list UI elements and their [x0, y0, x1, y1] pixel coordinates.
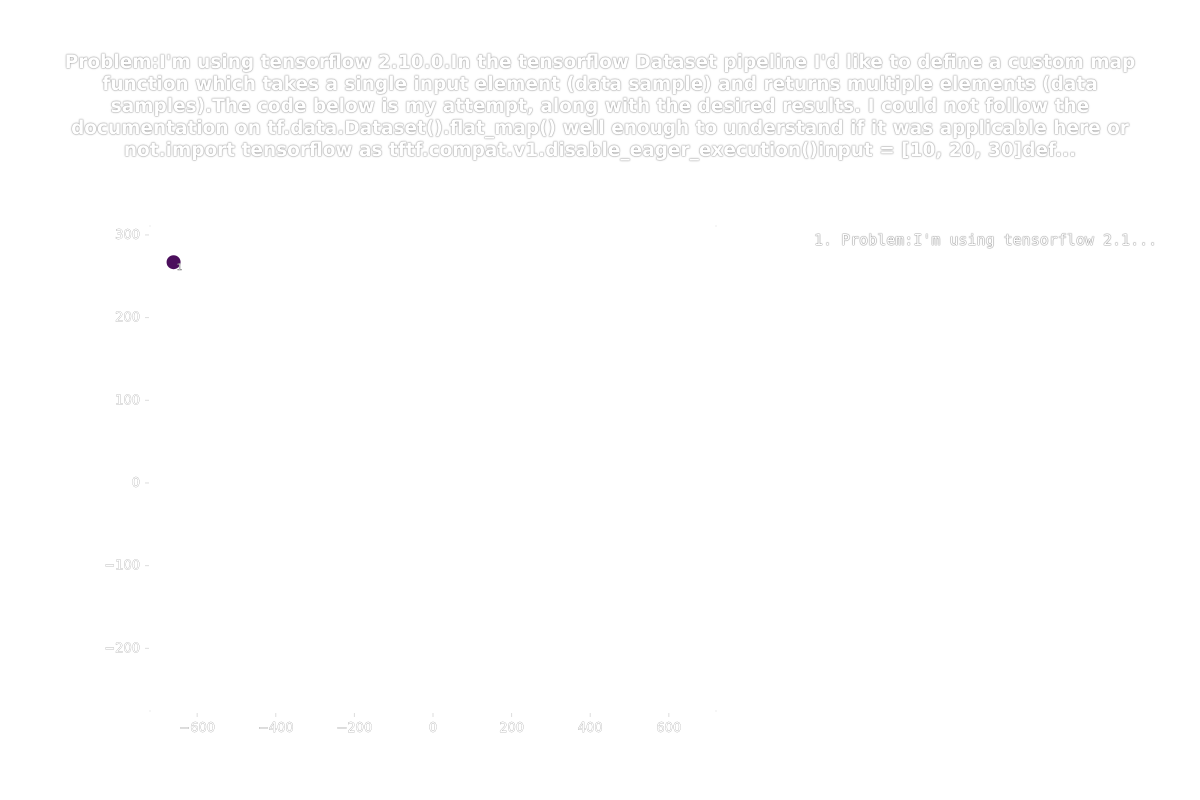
data-point — [166, 255, 181, 270]
chart-title: Problem:I'm using tensorflow 2.10.0.In t… — [64, 52, 1136, 161]
data-point-label: 1 — [177, 263, 183, 273]
x-tick-label: 400 — [578, 721, 603, 736]
y-tick-label: −100 — [104, 559, 140, 574]
x-tick-label: 0 — [429, 721, 437, 736]
y-tick-label: 300 — [115, 228, 140, 243]
x-tick-label: −200 — [337, 721, 373, 736]
x-tick-label: 600 — [656, 721, 681, 736]
x-tick-label: −400 — [258, 721, 294, 736]
y-tick-label: 0 — [132, 476, 140, 491]
y-tick-label: −200 — [104, 641, 140, 656]
y-tick-label: 100 — [115, 393, 140, 408]
y-tick-label: 200 — [115, 311, 140, 326]
x-tick-label: −600 — [179, 721, 215, 736]
x-tick-label: 200 — [499, 721, 524, 736]
legend-item: 1. Problem:I'm using tensorflow 2.1... — [814, 231, 1158, 249]
